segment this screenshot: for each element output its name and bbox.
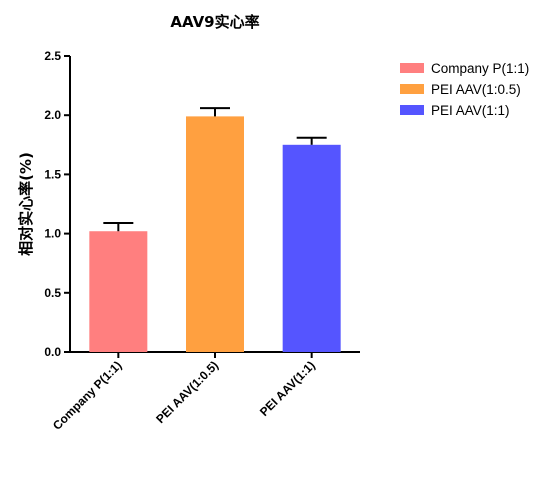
y-tick-label: 1.5: [44, 167, 61, 181]
bar: [186, 116, 244, 352]
y-tick-label: 0.5: [44, 286, 61, 300]
legend-label: Company P(1:1): [431, 61, 529, 76]
x-tick-label: Company P(1:1): [50, 358, 125, 433]
legend-swatch: [400, 84, 424, 94]
y-tick-label: 1.0: [44, 227, 61, 241]
x-tick-label: PEI AAV(1:1): [257, 358, 318, 419]
y-tick-label: 2.0: [44, 108, 61, 122]
x-tick-label: PEI AAV(1:0.5): [153, 358, 221, 426]
chart-title: AAV9实心率: [170, 13, 259, 31]
y-axis-label: 相对实心率(%): [17, 152, 35, 256]
legend-label: PEI AAV(1:0.5): [431, 82, 521, 97]
plot-area: 0.0 0.5 1.0 1.5 2.0 2.5 Company P(1:1) PEI AAV(…: [44, 49, 360, 433]
y-tick-label: 0.0: [44, 345, 61, 359]
legend-swatch: [400, 105, 424, 115]
bar: [282, 144, 341, 352]
legend-label: PEI AAV(1:1): [431, 103, 510, 118]
bar: [89, 231, 148, 352]
y-tick-label: 2.5: [44, 49, 61, 63]
legend-swatch: [400, 63, 424, 73]
legend: Company P(1:1) PEI AAV(1:0.5) PEI AAV(1:1): [400, 61, 529, 118]
